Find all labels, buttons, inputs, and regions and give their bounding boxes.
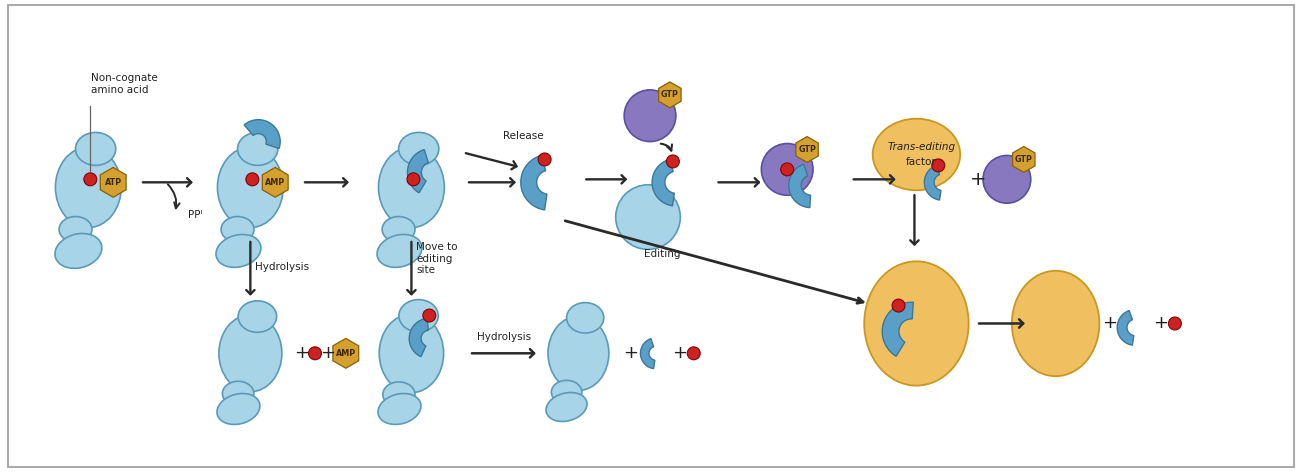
Polygon shape (924, 165, 941, 200)
Text: Release: Release (503, 131, 543, 141)
Polygon shape (789, 164, 811, 208)
FancyBboxPatch shape (8, 5, 1294, 467)
Circle shape (1168, 317, 1181, 330)
Text: +: + (294, 344, 310, 362)
Ellipse shape (546, 393, 587, 421)
Ellipse shape (379, 314, 444, 393)
Ellipse shape (379, 147, 444, 228)
Polygon shape (409, 319, 428, 357)
Ellipse shape (872, 118, 960, 190)
Circle shape (423, 309, 436, 322)
Text: Hydrolysis: Hydrolysis (255, 262, 310, 272)
Text: +: + (672, 344, 687, 362)
Ellipse shape (378, 394, 421, 424)
Text: GTP: GTP (1014, 155, 1032, 164)
Circle shape (538, 153, 551, 166)
Text: Non-cognate
amino acid: Non-cognate amino acid (91, 73, 158, 95)
Ellipse shape (383, 217, 415, 242)
Ellipse shape (221, 217, 254, 242)
Ellipse shape (551, 380, 582, 404)
Polygon shape (262, 168, 288, 197)
Circle shape (408, 173, 419, 186)
Text: ATP: ATP (104, 178, 122, 187)
Circle shape (246, 173, 259, 186)
Text: PPᴵ: PPᴵ (187, 210, 202, 220)
Circle shape (687, 347, 700, 360)
Ellipse shape (237, 133, 277, 165)
Polygon shape (652, 159, 674, 206)
Ellipse shape (216, 235, 260, 267)
Text: +: + (1154, 314, 1168, 332)
Text: +: + (624, 344, 638, 362)
Ellipse shape (238, 301, 276, 332)
Polygon shape (641, 339, 655, 369)
Circle shape (667, 155, 680, 168)
Circle shape (781, 163, 794, 176)
Polygon shape (1013, 146, 1035, 172)
Text: +: + (970, 170, 987, 189)
Polygon shape (100, 168, 126, 197)
Text: +: + (1101, 314, 1117, 332)
Text: GTP: GTP (661, 90, 678, 99)
Text: factor: factor (906, 158, 936, 168)
Text: Hydrolysis: Hydrolysis (477, 332, 531, 342)
Ellipse shape (383, 382, 415, 407)
Text: Trans-editing: Trans-editing (888, 142, 956, 152)
Circle shape (309, 347, 322, 360)
Ellipse shape (76, 133, 116, 165)
Ellipse shape (59, 217, 92, 242)
Ellipse shape (865, 261, 969, 386)
Ellipse shape (223, 381, 254, 406)
Circle shape (983, 155, 1031, 203)
Ellipse shape (398, 300, 439, 332)
Ellipse shape (566, 303, 604, 333)
Circle shape (83, 173, 96, 186)
Ellipse shape (378, 235, 422, 267)
Polygon shape (883, 302, 913, 356)
Polygon shape (333, 338, 359, 368)
Polygon shape (245, 120, 280, 149)
Ellipse shape (398, 133, 439, 165)
Ellipse shape (1012, 271, 1099, 376)
Ellipse shape (616, 185, 681, 249)
Ellipse shape (217, 147, 284, 228)
Polygon shape (1117, 311, 1134, 345)
Circle shape (762, 143, 812, 195)
Circle shape (932, 159, 945, 172)
Text: AMP: AMP (336, 349, 355, 358)
Ellipse shape (217, 394, 260, 424)
Ellipse shape (219, 315, 281, 392)
Text: Editing: Editing (643, 249, 680, 259)
Circle shape (624, 90, 676, 142)
Text: GTP: GTP (798, 145, 816, 154)
Text: Move to
editing
site: Move to editing site (417, 242, 458, 276)
Text: AMP: AMP (266, 178, 285, 187)
Circle shape (892, 299, 905, 312)
Polygon shape (521, 155, 547, 210)
Text: +: + (320, 344, 336, 362)
Polygon shape (408, 150, 428, 193)
Ellipse shape (55, 234, 102, 269)
Ellipse shape (548, 316, 609, 390)
Ellipse shape (56, 147, 121, 228)
Polygon shape (796, 136, 818, 162)
Polygon shape (659, 82, 681, 108)
